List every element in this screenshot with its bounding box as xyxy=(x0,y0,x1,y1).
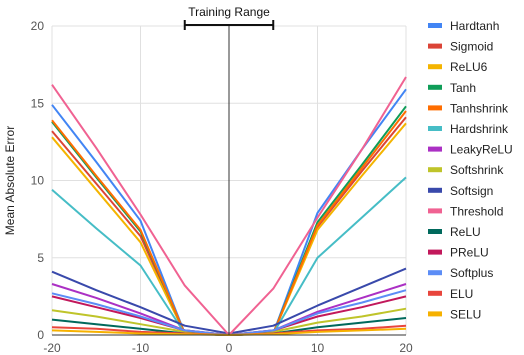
legend-swatch-prelu xyxy=(428,249,442,255)
legend-label-softsign: Softsign xyxy=(450,184,493,198)
legend-label-selu: SELU xyxy=(450,307,481,321)
x-tick-label: 10 xyxy=(311,341,325,355)
legend-swatch-softshrink xyxy=(428,167,442,173)
x-tick-label: 20 xyxy=(399,341,413,355)
legend-swatch-selu xyxy=(428,311,442,317)
legend-swatch-threshold xyxy=(428,208,442,214)
legend: Hardtanh Sigmoid ReLU6 Tanh Tanhshrink Hardsh… xyxy=(428,19,513,321)
legend-swatch-softplus xyxy=(428,270,442,276)
y-tick-label: 10 xyxy=(31,174,45,188)
legend-swatch-sigmoid xyxy=(428,43,442,49)
legend-label-tanhshrink: Tanhshrink xyxy=(450,101,509,115)
legend-label-threshold: Threshold xyxy=(450,204,503,218)
training-range-annotation: Training Range xyxy=(183,5,275,30)
legend-swatch-relu xyxy=(428,229,442,234)
legend-swatch-leakyrelu xyxy=(428,146,442,152)
legend-label-leakyrelu: LeakyReLU xyxy=(450,143,513,157)
legend-swatch-relu6 xyxy=(428,64,442,70)
legend-label-elu: ELU xyxy=(450,287,473,301)
legend-swatch-hardshrink xyxy=(428,126,442,131)
legend-swatch-hardtanh xyxy=(428,23,442,28)
legend-label-softplus: Softplus xyxy=(450,266,493,280)
legend-swatch-tanh xyxy=(428,84,442,90)
legend-swatch-elu xyxy=(428,290,442,296)
legend-label-relu: ReLU xyxy=(450,225,481,239)
legend-label-hardtanh: Hardtanh xyxy=(450,19,499,33)
y-tick-label: 0 xyxy=(37,328,44,342)
legend-label-prelu: PReLU xyxy=(450,246,489,260)
x-tick-label: -10 xyxy=(132,341,150,355)
x-tick-label: 0 xyxy=(226,341,233,355)
training-range-label: Training Range xyxy=(188,5,270,19)
legend-label-tanh: Tanh xyxy=(450,81,476,95)
legend-label-softshrink: Softshrink xyxy=(450,163,504,177)
legend-label-sigmoid: Sigmoid xyxy=(450,40,493,54)
legend-label-relu6: ReLU6 xyxy=(450,60,488,74)
y-tick-label: 20 xyxy=(31,19,45,33)
legend-swatch-tanhshrink xyxy=(428,105,442,111)
legend-label-hardshrink: Hardshrink xyxy=(450,122,509,136)
legend-swatch-softsign xyxy=(428,187,442,193)
axes: -20 -10 0 10 20 0 5 10 15 20 xyxy=(31,19,413,355)
y-tick-label: 5 xyxy=(37,251,44,265)
x-tick-label: -20 xyxy=(43,341,61,355)
y-axis-title: Mean Absolute Error xyxy=(3,126,17,235)
y-tick-label: 15 xyxy=(31,96,45,110)
